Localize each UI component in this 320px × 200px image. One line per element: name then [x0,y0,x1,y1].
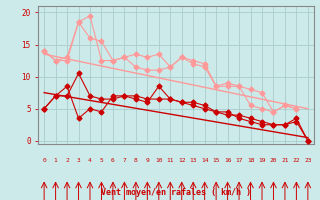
X-axis label: Vent moyen/en rafales ( km/h ): Vent moyen/en rafales ( km/h ) [101,188,251,197]
